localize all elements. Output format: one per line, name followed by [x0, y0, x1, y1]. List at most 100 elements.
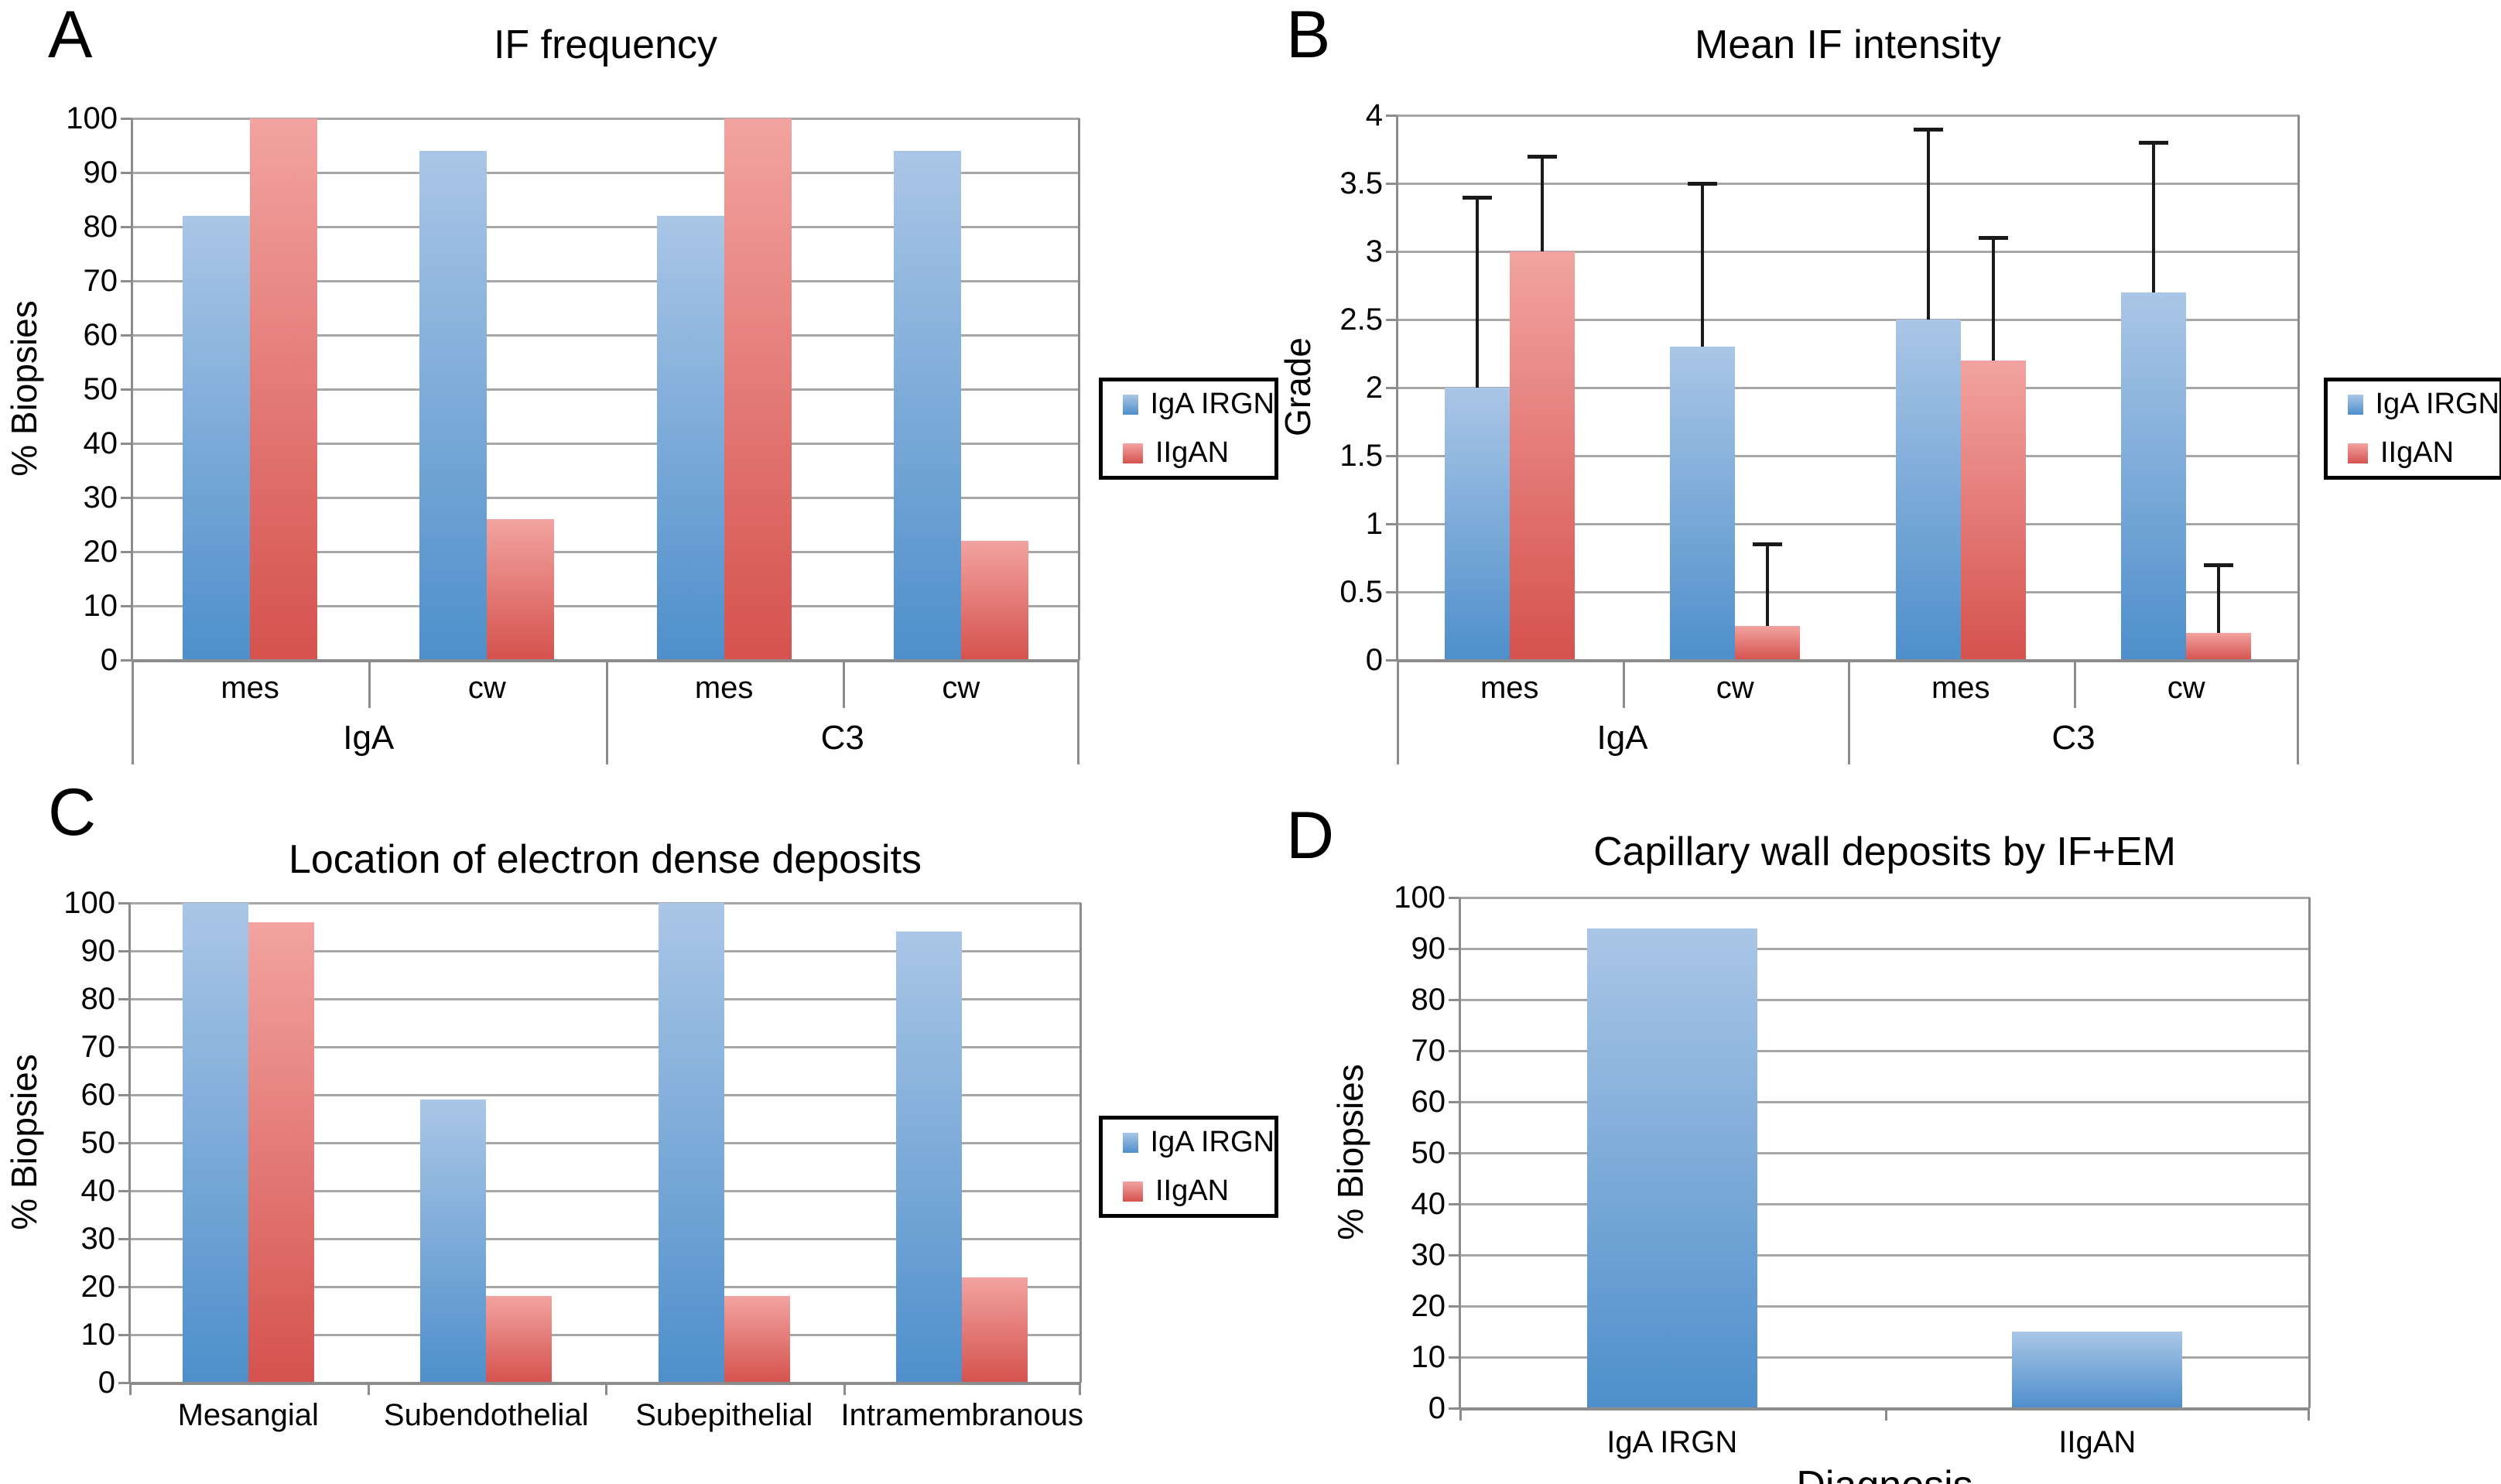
chart-title: IF frequency	[493, 22, 718, 67]
y-tick-mark	[118, 1141, 129, 1144]
x-tick-label: cw	[2167, 671, 2205, 705]
y-tick-mark	[1449, 1304, 1459, 1308]
plot-area: 0 0.5 1 1.5 2 2.5 3 3.5 4 mes cw mes cw IgA C3	[1339, 98, 2300, 764]
x-tick-mark	[1459, 1408, 1462, 1421]
y-tick-label: 3	[1365, 234, 1383, 268]
x-group-label: C3	[820, 719, 864, 757]
error-bar-line	[2217, 564, 2221, 633]
y-axis-line	[131, 118, 133, 660]
y-tick-mark	[121, 279, 132, 282]
x-tick-label: Mesangial	[177, 1398, 319, 1432]
y-tick-label: 30	[83, 480, 118, 515]
legend: IgA IRGN IIgAN	[2324, 378, 2501, 480]
y-tick-mark	[118, 997, 129, 1000]
bar-iga-irgn	[656, 216, 724, 660]
y-tick-label: 70	[1411, 1034, 1446, 1068]
legend-label: IgA IRGN	[2375, 388, 2500, 420]
y-tick-label: 3.5	[1339, 166, 1383, 200]
panel-d-capillary-wall-deposits: D Capillary wall deposits by IF+EM % Bio…	[1250, 742, 2501, 1484]
plot-right-border	[2308, 898, 2311, 1408]
y-tick-mark	[1449, 1151, 1459, 1154]
y-tick-mark	[121, 388, 132, 391]
y-tick-label: 30	[1411, 1238, 1446, 1272]
y-tick-mark	[1386, 454, 1397, 457]
y-tick-mark	[1386, 386, 1397, 389]
y-tick-mark	[121, 550, 132, 553]
x-group-label: IgA	[343, 719, 395, 757]
y-tick-label: 90	[80, 934, 116, 968]
category-divider	[132, 660, 134, 764]
bar-iga-irgn	[1670, 347, 1736, 660]
legend-label: IIgAN	[2380, 436, 2455, 469]
y-tick-label: 100	[1394, 880, 1446, 915]
legend-item: IIgAN	[1123, 1175, 1274, 1208]
gridline	[1397, 182, 2299, 185]
category-divider	[1622, 660, 1625, 708]
y-tick-label: 2	[1365, 371, 1383, 405]
y-tick-mark	[121, 171, 132, 174]
y-tick-mark	[118, 1285, 129, 1288]
y-tick-label: 20	[83, 535, 118, 569]
gridline	[129, 1045, 1081, 1048]
y-tick-label: 0.5	[1339, 575, 1383, 609]
gridline	[1397, 386, 2299, 389]
y-tick-label: 100	[63, 886, 115, 920]
x-tick-mark	[843, 1383, 846, 1395]
x-axis-line	[1459, 1407, 2310, 1410]
legend: IgA IRGN IIgAN	[1099, 1116, 1278, 1218]
y-tick-mark	[1449, 1356, 1459, 1359]
gridline	[129, 1237, 1081, 1240]
error-bar-cap	[1462, 195, 1492, 200]
gridline	[132, 333, 1079, 337]
x-axis-label: Diagnosis	[1459, 1462, 2310, 1484]
x-tick-label: mes	[1480, 671, 1539, 705]
gridline	[1459, 1304, 2310, 1308]
y-tick-mark	[1386, 318, 1397, 321]
x-tick-mark	[367, 1383, 370, 1395]
y-tick-label: 60	[1411, 1085, 1446, 1119]
y-tick-mark	[1449, 947, 1459, 950]
gridline	[1459, 947, 2310, 950]
y-tick-label: 0	[98, 1366, 115, 1400]
gridline	[1397, 250, 2299, 253]
bar-iigan	[1509, 251, 1575, 660]
y-tick-label: 10	[83, 589, 118, 623]
y-tick-label: 0	[1365, 643, 1383, 677]
y-tick-label: 20	[80, 1270, 116, 1304]
y-axis-line	[1459, 898, 1461, 1408]
x-group-label: C3	[2051, 719, 2096, 757]
y-tick-label: 70	[83, 264, 118, 298]
x-axis-line	[129, 1381, 1081, 1385]
y-tick-mark	[1386, 590, 1397, 593]
y-tick-label: 50	[80, 1126, 116, 1160]
bar-iga-irgn	[419, 151, 488, 660]
error-bar-line	[1766, 544, 1770, 626]
y-tick-mark	[1386, 250, 1397, 253]
y-tick-mark	[118, 1045, 129, 1048]
y-tick-mark	[1386, 114, 1397, 117]
y-tick-label: 10	[80, 1318, 116, 1352]
legend-label: IgA IRGN	[1150, 388, 1275, 420]
bar-iga-irgn	[658, 903, 724, 1383]
x-tick-label: Intramembranous	[840, 1398, 1083, 1432]
x-axis-line	[132, 658, 1079, 662]
x-tick-label: cw	[467, 671, 506, 705]
y-tick-label: 30	[80, 1222, 116, 1256]
legend-item: IgA IRGN	[2348, 388, 2499, 421]
gridline	[129, 1141, 1081, 1144]
x-tick-label: cw	[1716, 671, 1754, 705]
category-divider	[368, 660, 371, 708]
error-bar-line	[1701, 183, 1705, 347]
error-bar-cap	[1913, 127, 1943, 132]
y-tick-mark	[1449, 1049, 1459, 1052]
plot-right-border	[2297, 115, 2300, 660]
y-tick-label: 40	[80, 1174, 116, 1208]
bar-iga-irgn	[183, 216, 251, 660]
x-tick-label: mes	[221, 671, 279, 705]
y-tick-label: 20	[1411, 1289, 1446, 1323]
legend-item: IIgAN	[2348, 436, 2499, 470]
gridline	[1459, 1356, 2310, 1359]
panel-a-if-frequency: A IF frequency % Biopsies 0 10 20 30 40 50 60 7…	[0, 0, 1278, 764]
y-tick-mark	[118, 1381, 129, 1384]
